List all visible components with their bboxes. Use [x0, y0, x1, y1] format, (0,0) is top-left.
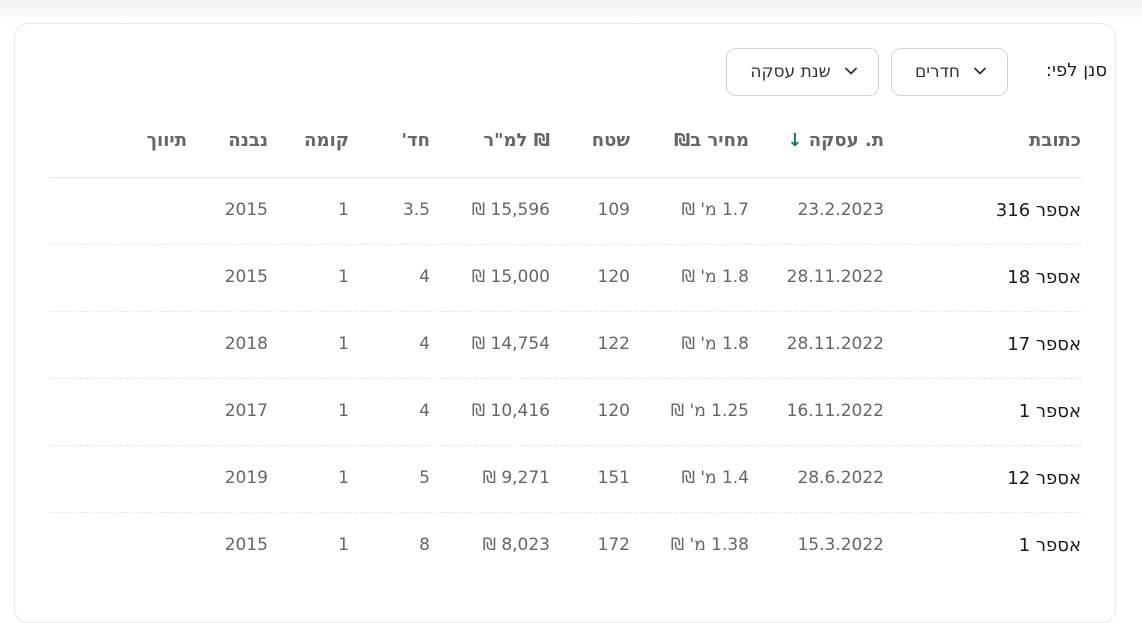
cell-price: 1.25 מ' ₪: [670, 401, 749, 421]
chevron-down-icon: [844, 67, 857, 77]
cell-address: אספר 316: [995, 200, 1081, 221]
cell-area: 151: [597, 468, 630, 488]
rooms-filter-label: חדרים: [914, 62, 961, 82]
cell-area: 122: [597, 334, 630, 354]
cell-built: 2019: [224, 468, 268, 488]
cell-price-per-sqm: 15,000 ₪: [471, 267, 550, 287]
row-divider: [50, 445, 1082, 446]
row-divider: [50, 311, 1082, 312]
cell-date: 15.3.2022: [797, 535, 884, 555]
cell-area: 120: [597, 401, 630, 421]
year-filter-dropdown[interactable]: שנת עסקה: [726, 48, 879, 96]
column-header-date-label: ת. עסקה: [808, 130, 884, 151]
cell-address: אספר 1: [1018, 535, 1081, 556]
cell-price-per-sqm: 10,416 ₪: [471, 401, 550, 421]
cell-floor: 1: [338, 468, 349, 488]
cell-area: 109: [597, 200, 630, 220]
row-divider: [50, 512, 1082, 513]
cell-floor: 1: [338, 200, 349, 220]
chevron-down-icon: [974, 67, 986, 77]
cell-price-per-sqm: 15,596 ₪: [471, 200, 550, 220]
cell-price-per-sqm: 9,271 ₪: [482, 468, 550, 488]
cell-built: 2017: [224, 401, 268, 421]
top-shadow-band: [0, 0, 1142, 20]
cell-date: 28.6.2022: [797, 468, 884, 488]
sort-descending-icon: ↓: [787, 130, 803, 151]
cell-address: אספר 1: [1018, 401, 1081, 422]
column-header-price[interactable]: מחיר ב₪: [673, 130, 749, 151]
filter-label: סנן לפי:: [1045, 60, 1107, 81]
column-header-rooms[interactable]: חד': [401, 130, 430, 151]
column-header-floor[interactable]: קומה: [304, 130, 349, 151]
header-divider: [50, 177, 1082, 178]
cell-date: 28.11.2022: [786, 267, 884, 287]
cell-built: 2018: [224, 334, 268, 354]
transactions-card: [14, 23, 1116, 623]
cell-built: 2015: [224, 535, 268, 555]
column-header-date[interactable]: ת. עסקה ↓: [787, 130, 884, 151]
cell-price: 1.4 מ' ₪: [681, 468, 749, 488]
cell-rooms: 4: [419, 334, 430, 354]
cell-floor: 1: [338, 401, 349, 421]
cell-floor: 1: [338, 334, 349, 354]
cell-price: 1.7 מ' ₪: [681, 200, 749, 220]
cell-price: 1.38 מ' ₪: [670, 535, 749, 555]
cell-rooms: 8: [419, 535, 430, 555]
column-header-built[interactable]: נבנה: [228, 130, 268, 151]
cell-rooms: 4: [419, 267, 430, 287]
row-divider: [50, 378, 1082, 379]
cell-address: אספר 18: [1007, 267, 1081, 288]
column-header-address[interactable]: כתובת: [1029, 130, 1081, 151]
cell-price: 1.8 מ' ₪: [681, 267, 749, 287]
cell-built: 2015: [224, 200, 268, 220]
column-header-tag[interactable]: תיווך: [146, 130, 187, 151]
cell-built: 2015: [224, 267, 268, 287]
cell-date: 16.11.2022: [786, 401, 884, 421]
row-divider: [50, 244, 1082, 245]
cell-floor: 1: [338, 535, 349, 555]
cell-price-per-sqm: 14,754 ₪: [471, 334, 550, 354]
cell-area: 120: [597, 267, 630, 287]
rooms-filter-dropdown[interactable]: חדרים: [891, 48, 1008, 96]
cell-rooms: 4: [419, 401, 430, 421]
column-header-area[interactable]: שטח: [591, 130, 630, 151]
cell-area: 172: [597, 535, 630, 555]
cell-price: 1.8 מ' ₪: [681, 334, 749, 354]
cell-date: 28.11.2022: [786, 334, 884, 354]
cell-address: אספר 17: [1007, 334, 1081, 355]
cell-address: אספר 12: [1007, 468, 1081, 489]
column-header-price-per-sqm[interactable]: ₪ למ"ר: [483, 130, 550, 151]
cell-price-per-sqm: 8,023 ₪: [482, 535, 550, 555]
year-filter-label: שנת עסקה: [750, 62, 831, 82]
cell-rooms: 5: [419, 468, 430, 488]
cell-floor: 1: [338, 267, 349, 287]
cell-rooms: 3.5: [402, 200, 430, 220]
cell-date: 23.2.2023: [797, 200, 884, 220]
